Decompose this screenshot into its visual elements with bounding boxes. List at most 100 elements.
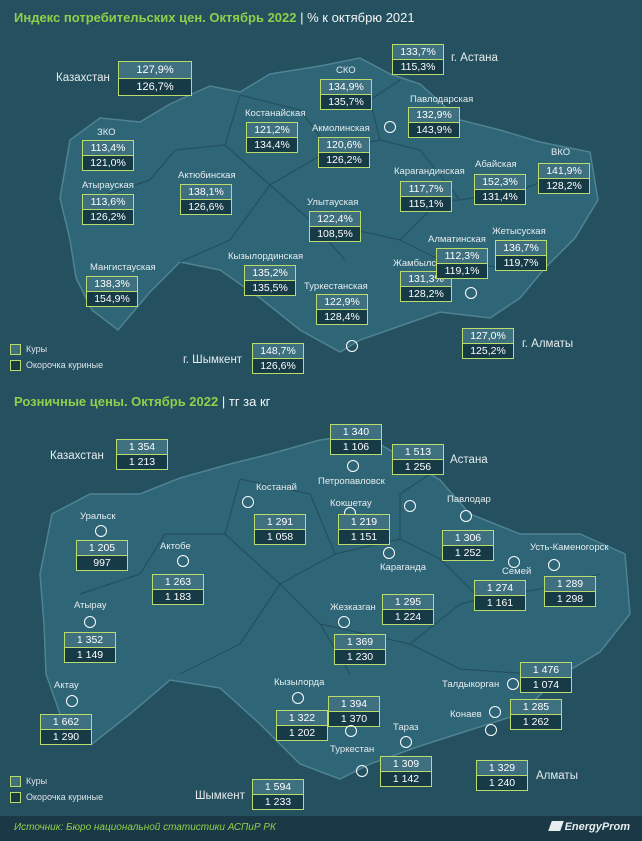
legend-item: Куры: [10, 773, 103, 789]
cpi-value-box: 113,4% 121,0%: [82, 140, 134, 171]
city-label: Тараз: [393, 722, 419, 733]
price-value-kury: 1 340: [331, 425, 381, 440]
price-value-box: 1 340 1 106: [330, 424, 382, 455]
city-label: Жезказган: [330, 602, 376, 613]
city-marker: [66, 695, 78, 707]
price-value-kury: 1 263: [153, 575, 203, 590]
cpi-value-box: 133,7% 115,3%: [392, 44, 444, 75]
price-value-kury: 1 329: [477, 761, 527, 776]
cpi-value-kury: 138,3%: [87, 277, 137, 292]
cpi-value-okorochka: 121,0%: [83, 156, 133, 170]
cpi-panel: Индекс потребительских цен. Октябрь 2022…: [0, 0, 642, 384]
city-marker: [345, 725, 357, 737]
city-marker: [242, 496, 254, 508]
region-label: Кызылординская: [228, 251, 304, 262]
price-value-box: 1 274 1 161: [474, 580, 526, 611]
city-marker: [485, 724, 497, 736]
cpi-value-kury: 135,2%: [245, 266, 295, 281]
price-value-box: 1 394 1 370: [328, 696, 380, 727]
price-value-okorochka: 1 202: [277, 726, 327, 740]
city-marker: [507, 678, 519, 690]
cpi-value-box: 141,9% 128,2%: [538, 163, 590, 194]
cpi-value-box: 127,9% 126,7%: [118, 61, 192, 96]
price-value-box: 1 369 1 230: [334, 634, 386, 665]
legend-item: Куры: [10, 341, 103, 357]
footer: Источник: Бюро национальной статистики А…: [0, 816, 642, 841]
region-label: Карагандинская: [394, 166, 465, 177]
cpi-value-box: 122,9% 128,4%: [316, 294, 368, 325]
cpi-value-okorochka: 119,1%: [437, 264, 487, 278]
price-value-box: 1 219 1 151: [338, 514, 390, 545]
price-value-kury: 1 369: [335, 635, 385, 650]
cpi-value-box: 120,6% 126,2%: [318, 137, 370, 168]
price-value-kury: 1 205: [77, 541, 127, 556]
price-value-okorochka: 1 142: [381, 772, 431, 786]
city-marker: [95, 525, 107, 537]
cpi-value-box: 138,3% 154,9%: [86, 276, 138, 307]
cpi-value-okorochka: 126,2%: [319, 153, 369, 167]
price-value-kury: 1 219: [339, 515, 389, 530]
city-label: Уральск: [80, 511, 116, 522]
region-label: Мангистауская: [90, 262, 156, 273]
price-value-kury: 1 594: [253, 780, 303, 795]
cpi-value-okorochka: 128,4%: [317, 310, 367, 324]
price-value-kury: 1 295: [383, 595, 433, 610]
cpi-value-box: 117,7% 115,1%: [400, 181, 452, 212]
cpi-value-okorochka: 131,4%: [475, 190, 525, 204]
city-label: Кызылорда: [274, 677, 325, 688]
legend-label: Куры: [26, 344, 48, 354]
cpi-value-kury: 152,3%: [475, 175, 525, 190]
city-marker: [346, 340, 358, 352]
city-label: Атырау: [74, 600, 107, 611]
cpi-value-okorochka: 143,9%: [409, 123, 459, 137]
cpi-value-okorochka: 135,5%: [245, 281, 295, 295]
city-label: Казахстан: [50, 450, 104, 462]
price-value-box: 1 285 1 262: [510, 699, 562, 730]
cpi-value-kury: 113,6%: [83, 195, 133, 210]
cpi-value-okorochka: 108,5%: [310, 227, 360, 241]
price-value-kury: 1 513: [393, 445, 443, 460]
region-label: Улытауская: [307, 197, 359, 208]
cpi-value-box: 152,3% 131,4%: [474, 174, 526, 205]
prices-subtitle-sep: |: [221, 394, 229, 409]
price-value-okorochka: 1 151: [339, 530, 389, 544]
legend-label: Куры: [26, 776, 48, 786]
price-value-box: 1 289 1 298: [544, 576, 596, 607]
cpi-value-box: 127,0% 125,2%: [462, 328, 514, 359]
cpi-value-kury: 133,7%: [393, 45, 443, 60]
legend-swatch: [10, 359, 21, 371]
cpi-value-box: 112,3% 119,1%: [436, 248, 488, 279]
city-marker: [548, 559, 560, 571]
price-value-kury: 1 394: [329, 697, 379, 712]
city-marker: [508, 556, 520, 568]
region-label: Павлодарская: [410, 94, 474, 105]
cpi-value-kury: 134,9%: [321, 80, 371, 95]
cpi-value-kury: 138,1%: [181, 185, 231, 200]
city-label: Астана: [450, 454, 488, 466]
region-label: Костанайская: [245, 108, 306, 119]
region-label: Атырауская: [82, 180, 134, 191]
legend-swatch: [10, 775, 21, 787]
cpi-value-kury: 120,6%: [319, 138, 369, 153]
price-value-box: 1 662 1 290: [40, 714, 92, 745]
city-label: Усть-Каменогорск: [530, 542, 609, 553]
price-value-okorochka: 1 058: [255, 530, 305, 544]
price-value-okorochka: 1 233: [253, 795, 303, 809]
city-label: Актау: [54, 680, 79, 691]
price-value-box: 1 263 1 183: [152, 574, 204, 605]
price-value-kury: 1 289: [545, 577, 595, 592]
cpi-title: Индекс потребительских цен. Октябрь 2022…: [14, 10, 415, 25]
cpi-value-box: 136,7% 119,7%: [495, 240, 547, 271]
brand-name: EnergyProm: [564, 821, 630, 833]
prices-subtitle-text: тг за кг: [228, 394, 271, 409]
cpi-subtitle-text: % к октябрю 2021: [307, 10, 415, 25]
cpi-value-okorochka: 134,4%: [247, 138, 297, 152]
price-value-box: 1 594 1 233: [252, 779, 304, 810]
legend: Куры Окорочка куриные: [10, 773, 103, 805]
price-value-okorochka: 1 149: [65, 648, 115, 662]
price-value-okorochka: 1 370: [329, 712, 379, 726]
city-label: Шымкент: [195, 790, 245, 802]
region-label: Казахстан: [56, 72, 110, 84]
price-value-okorochka: 1 256: [393, 460, 443, 474]
cpi-value-okorochka: 128,2%: [401, 287, 451, 301]
